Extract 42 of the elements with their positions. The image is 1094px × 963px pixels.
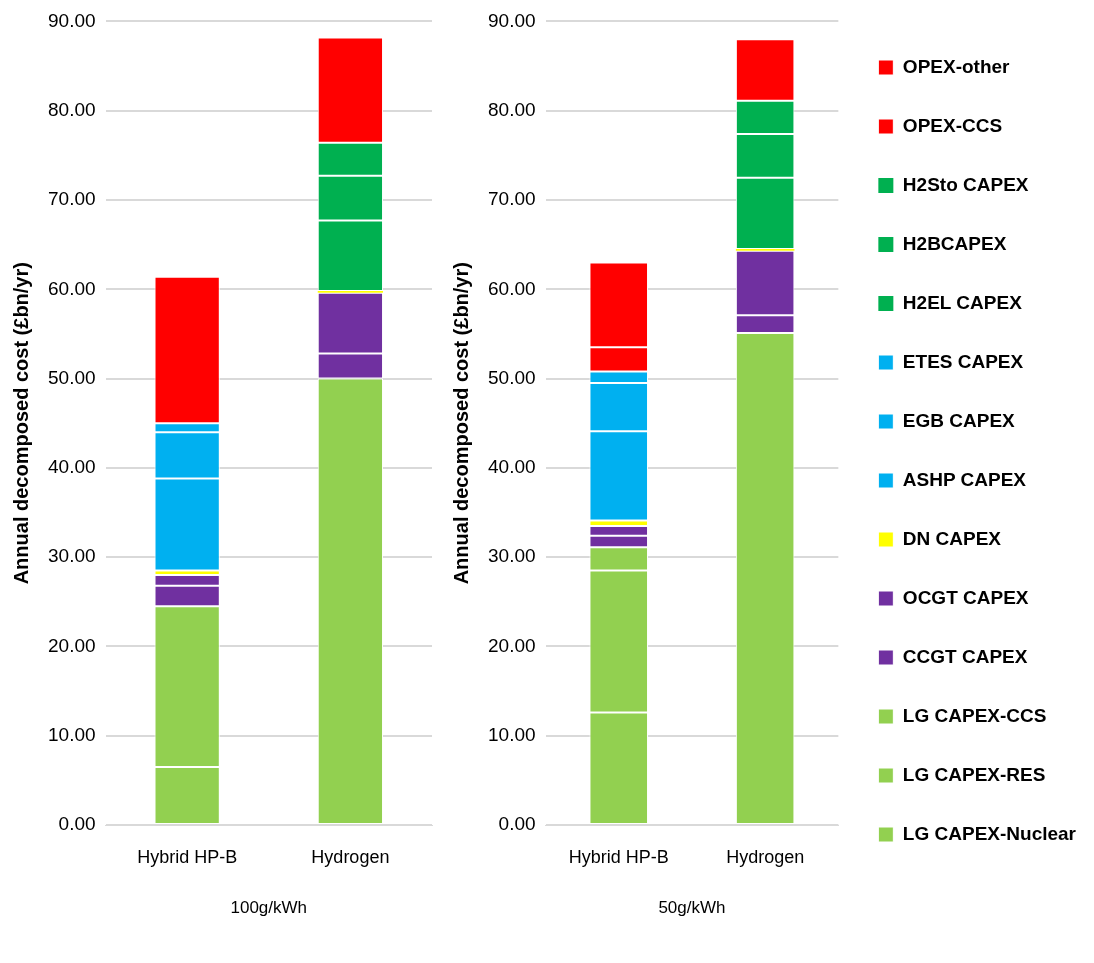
x-axis-title: 100g/kWh bbox=[230, 898, 308, 918]
legend-label: OPEX-other bbox=[902, 55, 1011, 77]
y-tick-label: 70.00 bbox=[48, 188, 96, 210]
y-tick-label: 40.00 bbox=[488, 456, 536, 478]
legend-label: DN CAPEX bbox=[902, 527, 1002, 549]
y-tick-label: 10.00 bbox=[48, 723, 96, 745]
legend-label: CCGT CAPEX bbox=[902, 645, 1028, 667]
y-axis-title: Annual decomposed cost (£bn/yr) bbox=[449, 262, 472, 585]
y-tick-label: 20.00 bbox=[488, 634, 536, 656]
y-tick-label: 0.00 bbox=[58, 813, 96, 835]
y-tick-label: 30.00 bbox=[488, 545, 536, 567]
legend-label: LG CAPEX-Nuclear bbox=[902, 822, 1077, 844]
y-tick-label: 50.00 bbox=[488, 366, 536, 388]
x-tick-label: Hybrid HP-B bbox=[137, 846, 238, 867]
y-tick-label: 30.00 bbox=[48, 545, 96, 567]
y-tick-label: 0.00 bbox=[498, 813, 536, 835]
legend-label: LG CAPEX-CCS bbox=[902, 704, 1047, 726]
legend-label: H2Sto CAPEX bbox=[902, 173, 1029, 195]
y-tick-label: 70.00 bbox=[488, 188, 536, 210]
x-tick-label: Hydrogen bbox=[726, 846, 805, 867]
legend-label: OCGT CAPEX bbox=[902, 586, 1029, 608]
legend-label: LG CAPEX-RES bbox=[902, 763, 1046, 785]
legend-label: H2EL CAPEX bbox=[902, 291, 1023, 313]
legend-label: ASHP CAPEX bbox=[902, 468, 1027, 490]
y-tick-label: 20.00 bbox=[48, 634, 96, 656]
x-axis-title: 50g/kWh bbox=[658, 898, 726, 918]
y-axis-title: Annual decomposed cost (£bn/yr) bbox=[9, 262, 32, 585]
legend-label: ETES CAPEX bbox=[902, 350, 1024, 372]
y-tick-label: 40.00 bbox=[48, 456, 96, 478]
x-tick-label: Hydrogen bbox=[311, 846, 390, 867]
legend-label: OPEX-CCS bbox=[902, 114, 1003, 136]
legend-label: H2BCAPEX bbox=[902, 232, 1007, 254]
x-tick-label: Hybrid HP-B bbox=[568, 846, 669, 867]
y-tick-label: 80.00 bbox=[48, 98, 96, 120]
y-tick-label: 80.00 bbox=[488, 98, 536, 120]
y-tick-label: 90.00 bbox=[48, 9, 96, 31]
legend-label: EGB CAPEX bbox=[902, 409, 1016, 431]
y-tick-label: 10.00 bbox=[488, 723, 536, 745]
y-tick-label: 90.00 bbox=[488, 9, 536, 31]
y-tick-label: 50.00 bbox=[48, 366, 96, 388]
y-tick-label: 60.00 bbox=[48, 277, 96, 299]
y-tick-label: 60.00 bbox=[488, 277, 536, 299]
